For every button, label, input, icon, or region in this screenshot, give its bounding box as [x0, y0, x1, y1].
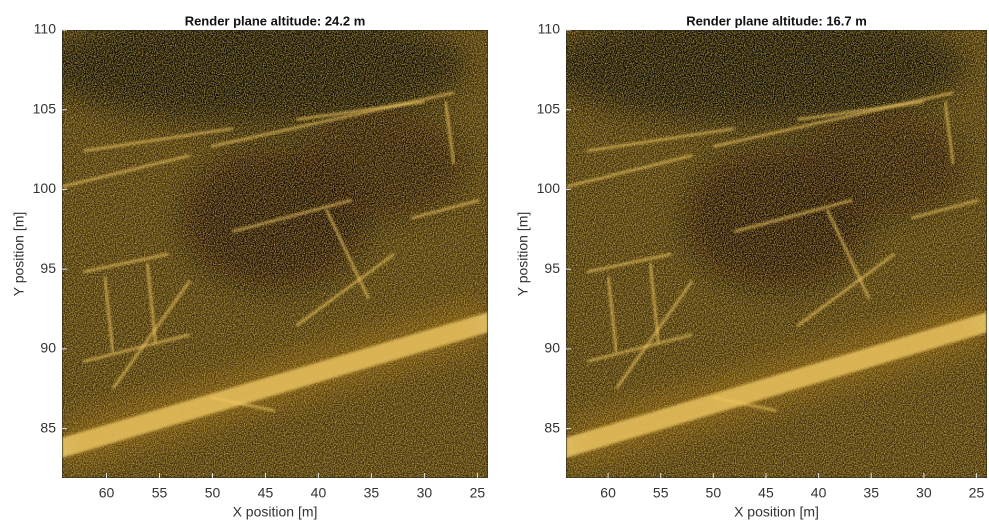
y-tick-label: 85 — [544, 419, 560, 435]
x-tick-label: 35 — [364, 485, 380, 501]
x-tick-label: 45 — [758, 485, 774, 501]
y-tick-label: 85 — [40, 419, 56, 435]
x-tick-label: 60 — [600, 485, 616, 501]
y-tick-label: 105 — [33, 100, 57, 116]
y-tick-label: 100 — [537, 180, 561, 196]
y-tick-label: 90 — [544, 340, 560, 356]
x-tick-label: 30 — [417, 485, 433, 501]
page: {"chart_data": [ {"type": "image", "titl… — [0, 0, 989, 523]
figure: 60 55 50 45 40 35 30 25 85 90 95 100 105 110 Render pl… — [0, 0, 989, 523]
x-tick-label: 40 — [811, 485, 827, 501]
x-tick-label: 35 — [863, 485, 879, 501]
x-tick-label: 55 — [152, 485, 168, 501]
x-tick-label: 55 — [653, 485, 669, 501]
image — [41, 8, 488, 478]
y-tick-label: 95 — [544, 260, 560, 276]
y-tick-label: 95 — [40, 260, 56, 276]
y-axis-label: Y position [m] — [11, 212, 27, 297]
x-tick-label: 25 — [969, 485, 985, 501]
x-tick-label: 30 — [916, 485, 932, 501]
y-tick-label: 100 — [33, 180, 57, 196]
panel: 60 55 50 45 40 35 30 25 85 90 95 100 105 110 Render pl… — [515, 8, 987, 520]
x-tick-label: 50 — [706, 485, 722, 501]
y-tick-label: 110 — [538, 21, 561, 37]
x-tick-label: 45 — [258, 485, 274, 501]
y-axis-label: Y position [m] — [515, 212, 531, 297]
y-tick-label: 110 — [34, 21, 57, 37]
x-tick-label: 50 — [205, 485, 221, 501]
image — [545, 8, 987, 478]
panel: 60 55 50 45 40 35 30 25 85 90 95 100 105 110 Render pl… — [11, 8, 488, 520]
x-axis-label: X position [m] — [734, 504, 819, 520]
x-tick-label: 25 — [470, 485, 486, 501]
x-tick-label: 40 — [311, 485, 327, 501]
y-tick-label: 90 — [40, 340, 56, 356]
x-axis-label: X position [m] — [233, 504, 318, 520]
y-tick-label: 105 — [537, 100, 561, 116]
x-tick-label: 60 — [99, 485, 115, 501]
chart-title: Render plane altitude: 24.2 m — [185, 13, 366, 28]
chart-title: Render plane altitude: 16.7 m — [686, 13, 867, 28]
